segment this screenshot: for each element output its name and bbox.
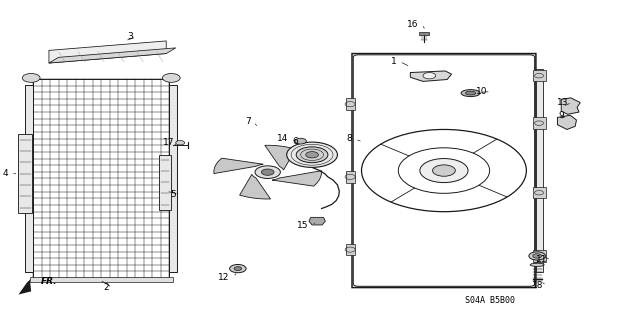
Polygon shape [346, 171, 355, 182]
Circle shape [532, 254, 541, 258]
Circle shape [230, 264, 246, 273]
Circle shape [306, 152, 319, 158]
Text: 10: 10 [476, 87, 488, 96]
Text: 15: 15 [298, 221, 309, 230]
Ellipse shape [530, 263, 544, 266]
Polygon shape [532, 117, 546, 129]
Text: 7: 7 [245, 117, 250, 126]
Polygon shape [346, 99, 355, 110]
Polygon shape [532, 250, 546, 262]
Circle shape [176, 141, 184, 145]
Circle shape [423, 72, 436, 79]
Circle shape [287, 142, 337, 167]
Circle shape [433, 165, 456, 176]
Text: 1: 1 [390, 57, 396, 66]
Text: S04A B5B00: S04A B5B00 [465, 296, 515, 305]
Circle shape [163, 73, 180, 82]
Circle shape [255, 166, 280, 178]
Circle shape [261, 169, 274, 175]
Polygon shape [49, 48, 176, 63]
Polygon shape [26, 85, 33, 272]
Polygon shape [170, 85, 177, 272]
Circle shape [22, 73, 40, 82]
Polygon shape [410, 71, 452, 81]
Polygon shape [19, 134, 33, 213]
Text: 9: 9 [559, 111, 564, 120]
Circle shape [295, 138, 307, 144]
Circle shape [296, 147, 328, 163]
Polygon shape [346, 244, 355, 255]
Text: 4: 4 [2, 169, 8, 178]
Polygon shape [561, 98, 580, 114]
Polygon shape [214, 158, 263, 174]
Polygon shape [265, 145, 296, 170]
Text: 18: 18 [532, 281, 543, 290]
Polygon shape [30, 277, 173, 282]
Polygon shape [159, 155, 172, 210]
Circle shape [234, 267, 242, 271]
Text: 6: 6 [292, 137, 298, 146]
Polygon shape [309, 217, 325, 225]
Polygon shape [19, 280, 31, 294]
Text: 8: 8 [346, 134, 352, 144]
Polygon shape [419, 33, 429, 34]
Circle shape [420, 159, 468, 182]
Polygon shape [49, 41, 166, 63]
Ellipse shape [465, 91, 476, 95]
Ellipse shape [461, 90, 480, 97]
Polygon shape [557, 115, 577, 130]
Text: 11: 11 [536, 255, 548, 264]
Circle shape [529, 252, 545, 260]
Text: 12: 12 [218, 273, 230, 282]
Text: 5: 5 [170, 190, 176, 199]
Polygon shape [239, 174, 271, 199]
Text: 17: 17 [163, 137, 175, 147]
Polygon shape [536, 69, 543, 272]
Text: 13: 13 [557, 98, 569, 107]
Polygon shape [532, 70, 546, 81]
Text: 2: 2 [104, 283, 109, 292]
Polygon shape [532, 187, 546, 198]
Text: 3: 3 [127, 32, 133, 41]
Text: 14: 14 [277, 134, 289, 144]
Text: FR.: FR. [42, 277, 58, 286]
Polygon shape [272, 171, 321, 186]
Text: 16: 16 [407, 20, 419, 29]
